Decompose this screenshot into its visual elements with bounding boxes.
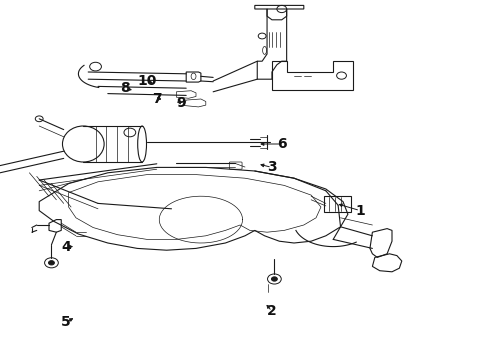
Circle shape bbox=[49, 261, 54, 265]
Text: 4: 4 bbox=[61, 240, 71, 253]
Text: 5: 5 bbox=[61, 315, 71, 329]
Text: 2: 2 bbox=[267, 305, 277, 318]
Text: 6: 6 bbox=[277, 137, 287, 151]
Text: 1: 1 bbox=[355, 204, 365, 217]
Text: 7: 7 bbox=[152, 92, 162, 106]
Text: 10: 10 bbox=[137, 74, 157, 88]
Text: 8: 8 bbox=[120, 81, 130, 95]
Circle shape bbox=[271, 277, 277, 281]
Text: 9: 9 bbox=[176, 96, 186, 109]
Text: 3: 3 bbox=[267, 161, 277, 174]
